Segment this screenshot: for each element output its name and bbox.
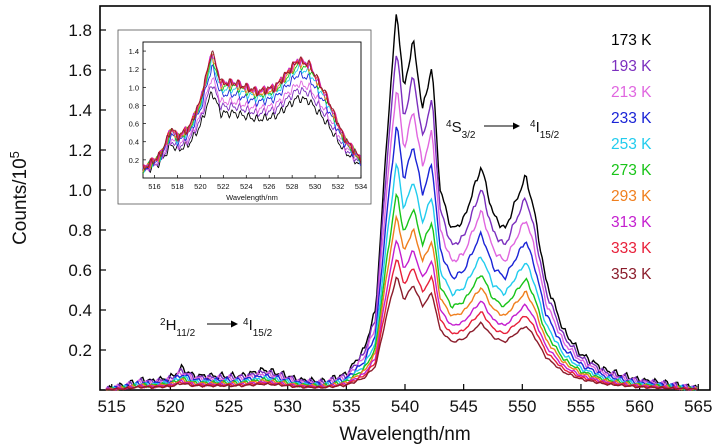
x-tick-label: 515 [98, 397, 126, 416]
y-tick-label: 0.4 [68, 301, 92, 320]
y-axis-title: Counts/105 [7, 151, 32, 245]
transition-label-s32: 4S3/2 [446, 119, 476, 141]
x-tick-label: 555 [567, 397, 595, 416]
inset-frame [142, 41, 362, 179]
inset-x-tick-label: 518 [171, 182, 184, 191]
transition-arrow-h11-head [231, 320, 238, 328]
inset-y-tick-label: 0.2 [129, 156, 139, 165]
inset-y-tick-label: 1.0 [129, 83, 139, 92]
series-line-353-K [105, 276, 698, 391]
inset-curve [142, 64, 361, 172]
series-line-293-K [105, 214, 698, 391]
x-tick-label: 550 [508, 397, 536, 416]
inset-plot: 516 518 520 522 524 526 528 530 532 534 0.2 0.4 0.6 0… [117, 29, 372, 205]
legend-entry: 293 K [611, 188, 652, 205]
inset-x-axis-title: Wavelength/nm [226, 193, 278, 202]
inset-curve [142, 86, 361, 173]
legend-entry: 213 K [611, 84, 652, 101]
series-line-313-K [105, 239, 698, 391]
y-tick-label: 1.6 [68, 61, 92, 80]
inset-curve [142, 53, 361, 169]
inset-y-tick-label: 1.2 [129, 65, 139, 74]
x-axis-title: Wavelength/nm [339, 424, 470, 445]
inset-x-tick-label: 516 [148, 182, 161, 191]
y-tick-label: 0.8 [68, 221, 92, 240]
legend-entry: 173 K [611, 32, 652, 49]
x-tick-label: 520 [156, 397, 184, 416]
inset-curve [142, 91, 361, 174]
series-line-173-K [105, 14, 698, 391]
x-tick-label: 560 [625, 397, 653, 416]
inset-x-tick-label: 532 [332, 182, 345, 191]
inset-y-tick-label: 1.4 [129, 47, 139, 56]
transition-label-h11: 2H11/2 [160, 317, 196, 339]
inset-x-tick-label: 524 [240, 182, 253, 191]
series-line-253-K [105, 162, 698, 391]
legend: 173 K 193 K 213 K 233 K 253 K 273 K 293 K 313 K… [611, 32, 652, 283]
y-tick-label: 0.2 [68, 341, 92, 360]
legend-entry: 333 K [611, 240, 652, 257]
legend-entry: 313 K [611, 214, 652, 231]
legend-entry: 253 K [611, 136, 652, 153]
inset-x-tick-label: 534 [355, 182, 368, 191]
inset-y-tick-label: 0.8 [129, 101, 139, 110]
inset-curve [142, 77, 361, 172]
annotations: 2H11/2 4I15/2 4S3/2 4I15/2 [160, 119, 560, 339]
series-line-233-K [105, 126, 698, 391]
x-tick-label: 530 [274, 397, 302, 416]
transition-arrow-s32-head [513, 122, 520, 130]
x-tick-label: 525 [215, 397, 243, 416]
y-tick-label: 1.0 [68, 181, 92, 200]
legend-entry: 193 K [611, 58, 652, 75]
x-tick-label: 545 [449, 397, 477, 416]
inset-y-tick-label: 0.6 [129, 120, 139, 129]
legend-entry: 353 K [611, 266, 652, 283]
inset-x-tick-label: 530 [309, 182, 322, 191]
x-tick-label: 540 [391, 397, 419, 416]
x-tick-label: 565 [684, 397, 712, 416]
x-tick-label: 535 [332, 397, 360, 416]
inset-x-tick-label: 522 [217, 182, 230, 191]
y-tick-label: 1.2 [68, 141, 92, 160]
legend-entry: 233 K [611, 110, 652, 127]
transition-target-h11: 4I15/2 [243, 317, 273, 339]
y-tick-label: 0.6 [68, 261, 92, 280]
inset-x-tick-label: 528 [286, 182, 299, 191]
inset-x-tick-label: 520 [194, 182, 207, 191]
legend-entry: 273 K [611, 162, 652, 179]
inset-y-tick-label: 0.4 [129, 138, 139, 147]
inset-curve [142, 50, 361, 171]
main-plot: 515 520 525 530 535 540 545 550 555 560 565 0.2 0.4 0… [7, 5, 712, 445]
y-tick-label: 1.4 [68, 101, 92, 120]
transition-target-s32: 4I15/2 [530, 119, 560, 141]
y-tick-label: 1.8 [68, 21, 92, 40]
inset-x-tick-label: 526 [263, 182, 276, 191]
